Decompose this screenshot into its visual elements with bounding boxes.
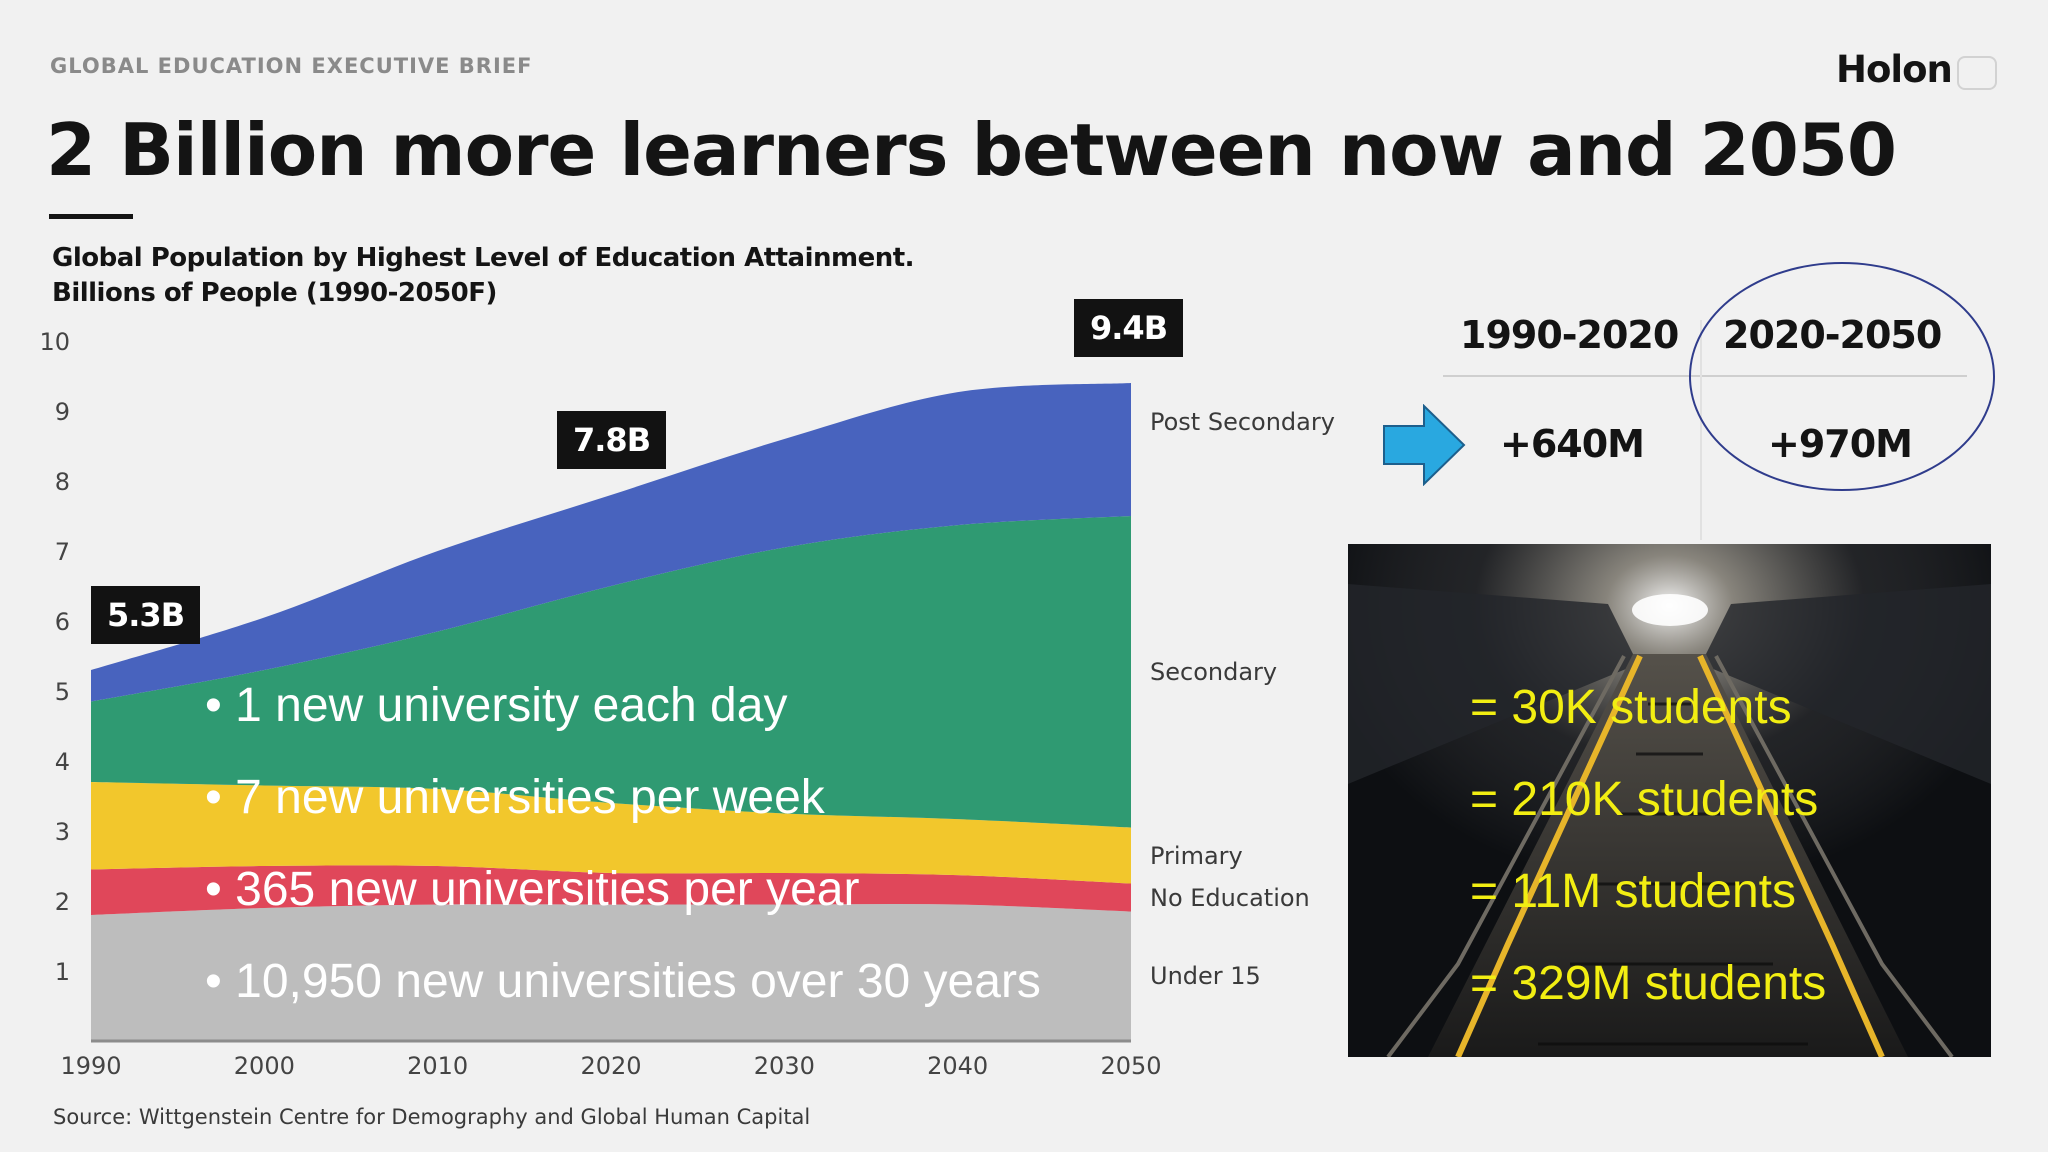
y-tick-label: 4 [55,748,70,776]
y-tick-label: 1 [55,958,70,986]
chart-subtitle: Billions of People (1990-2050F) [52,278,497,308]
total-callout: 7.8B [557,411,667,469]
total-callout: 5.3B [91,586,201,644]
y-tick-label: 6 [55,608,70,636]
stacked-area-chart: 1 2 3 4 5 6 7 8 9 10 1990 2000 2010 2020 2030 2040 2050 [39,328,1161,1080]
page-title: 2 Billion more learners between now and … [46,108,1897,192]
area-no-education [91,865,1131,915]
x-tick-label: 2010 [407,1052,468,1080]
escalator-image [1348,544,1991,1057]
bullet-item: • 7 new universities per week [205,771,825,824]
arrow-right-icon [1383,404,1466,486]
series-label-post-secondary: Post Secondary [1150,408,1335,436]
x-tick-label: 2050 [1100,1052,1161,1080]
y-tick-label: 7 [55,538,70,566]
highlight-circle [1689,262,1995,491]
y-tick-label: 9 [55,398,70,426]
brand-logo: Holon [1836,48,1953,91]
y-tick-label: 10 [39,328,70,356]
total-callout: 9.4B [1074,299,1184,357]
area-post-secondary [91,383,1131,702]
title-underline [49,214,133,219]
chart-title: Global Population by Highest Level of Ed… [52,243,915,273]
equivalent-students-30-years: = 329M students [1470,957,1827,1010]
y-tick-label: 8 [55,468,70,496]
source-note: Source: Wittgenstein Centre for Demograp… [53,1105,811,1129]
bullet-item: • 10,950 new universities over 30 years [205,955,1041,1008]
brand-logo-mark [1957,56,1997,90]
bullet-item: • 1 new university each day [205,679,788,732]
y-tick-label: 3 [55,818,70,846]
equivalent-students-week: = 210K students [1470,773,1819,826]
area-under-15 [91,903,1131,1041]
y-tick-label: 2 [55,888,70,916]
brief-label: GLOBAL EDUCATION EXECUTIVE BRIEF [50,54,533,78]
period-header-1990-2020: 1990-2020 [1460,313,1679,357]
x-tick-label: 2040 [927,1052,988,1080]
x-tick-label: 2030 [754,1052,815,1080]
series-label-under-15: Under 15 [1150,962,1261,990]
equivalent-students-day: = 30K students [1470,681,1792,734]
x-tick-label: 2020 [580,1052,641,1080]
series-label-no-education: No Education [1150,884,1310,912]
escalator-photo: = 30K students = 210K students = 11M stu… [1348,544,1991,1057]
series-label-primary: Primary [1150,842,1243,870]
bullet-list: • 1 new university each day • 7 new univ… [205,660,1041,1028]
area-primary [91,782,1131,884]
table-column-divider [1700,320,1702,540]
x-tick-label: 1990 [60,1052,121,1080]
bullet-item: • 365 new universities per year [205,863,860,916]
series-label-secondary: Secondary [1150,658,1278,686]
area-secondary [91,516,1131,828]
growth-value-1990-2020: +640M [1500,422,1645,466]
equivalent-students-year: = 11M students [1470,865,1796,918]
y-tick-label: 5 [55,678,70,706]
x-tick-label: 2000 [234,1052,295,1080]
